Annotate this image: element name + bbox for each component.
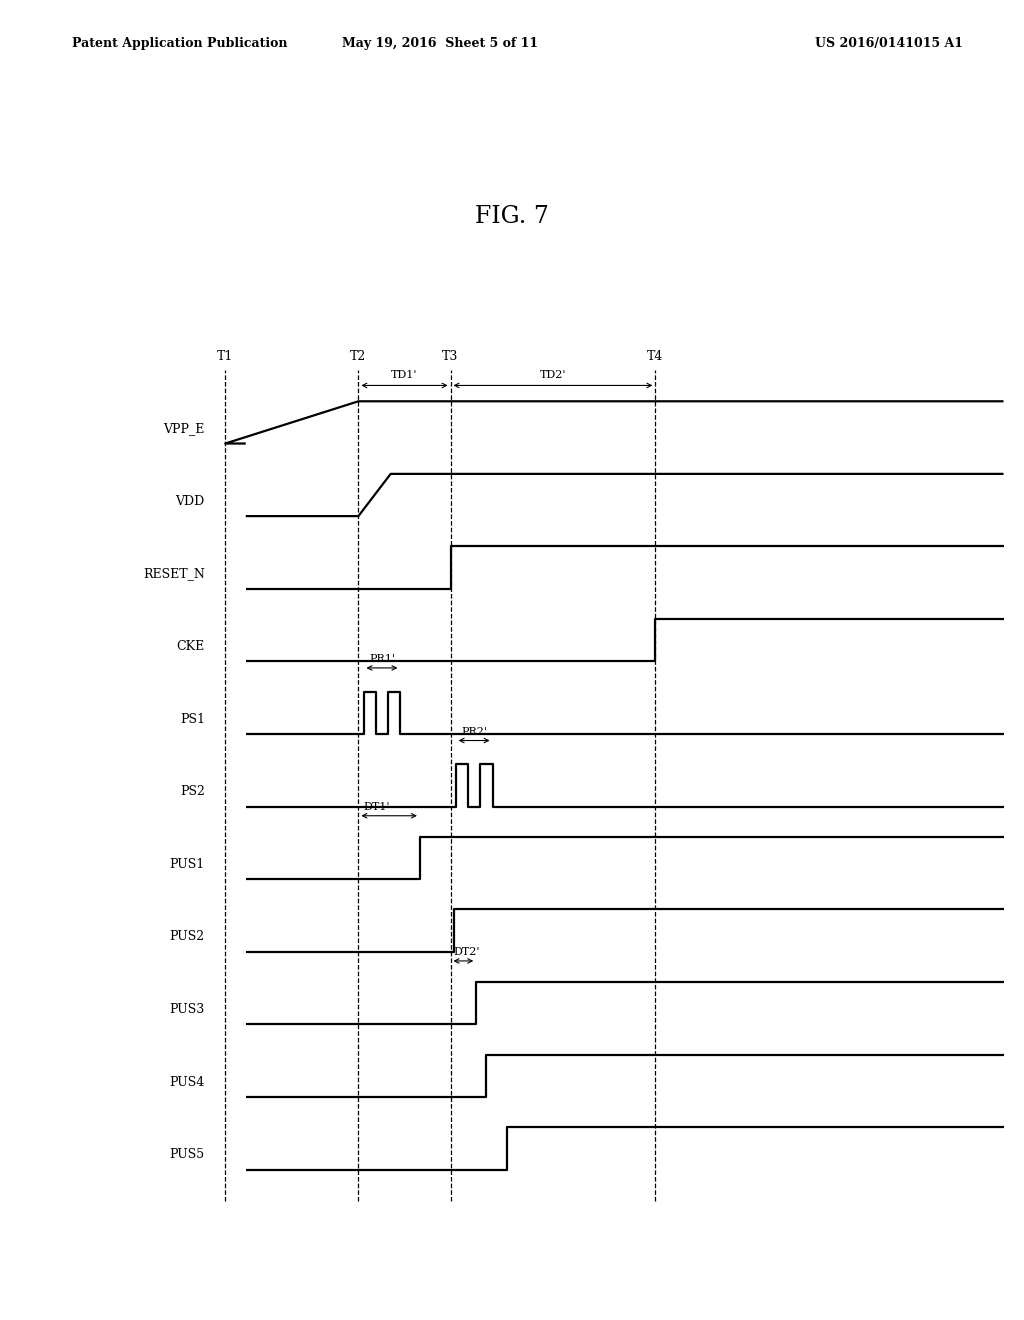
Text: Patent Application Publication: Patent Application Publication [72,37,287,50]
Text: CKE: CKE [176,640,205,653]
Text: DT2': DT2' [454,946,480,957]
Text: VPP_E: VPP_E [164,422,205,436]
Text: PS2: PS2 [180,785,205,799]
Text: PUS1: PUS1 [170,858,205,871]
Text: FIG. 7: FIG. 7 [475,205,549,227]
Text: T1: T1 [217,350,233,363]
Text: RESET_N: RESET_N [143,568,205,581]
Text: TD2': TD2' [540,370,566,380]
Text: PUS2: PUS2 [170,931,205,944]
Text: US 2016/0141015 A1: US 2016/0141015 A1 [814,37,963,50]
Text: T3: T3 [442,350,459,363]
Text: DT1': DT1' [364,801,390,812]
Text: TD1': TD1' [391,370,418,380]
Text: PS1: PS1 [180,713,205,726]
Text: PUS3: PUS3 [170,1003,205,1016]
Text: May 19, 2016  Sheet 5 of 11: May 19, 2016 Sheet 5 of 11 [342,37,539,50]
Text: PUS5: PUS5 [170,1148,205,1162]
Text: VDD: VDD [175,495,205,508]
Text: PR2': PR2' [461,726,487,737]
Text: PR1': PR1' [369,653,395,664]
Text: PUS4: PUS4 [170,1076,205,1089]
Text: T4: T4 [647,350,664,363]
Text: T2: T2 [350,350,367,363]
